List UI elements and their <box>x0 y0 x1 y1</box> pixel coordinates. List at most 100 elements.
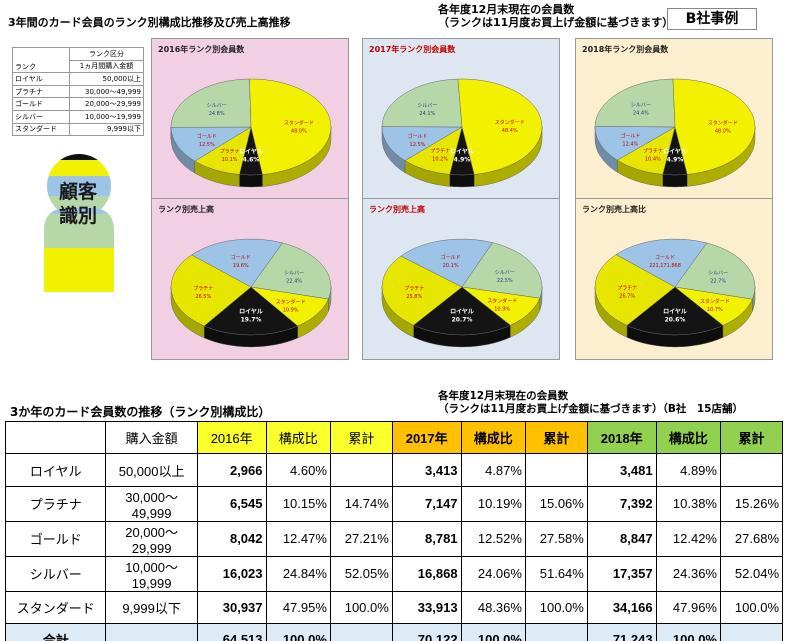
table-cell: 27.68% <box>719 520 784 557</box>
table-cell: 100.0% <box>460 623 526 641</box>
pie-value-label: 4.9% <box>454 156 471 163</box>
pie-slice-silver <box>594 78 676 128</box>
table-cell: 50,000以上 <box>105 453 198 487</box>
pie-category-label: シルバー <box>708 270 728 276</box>
pie-slice-platinum <box>170 254 252 327</box>
pie-slice-silver <box>250 242 332 300</box>
table-cell: 64,513 <box>196 623 267 641</box>
pie-category-label: ゴールド <box>231 254 251 261</box>
table-cell: 6,545 <box>196 485 267 522</box>
chart-title: 2018年ランク別会員数 <box>582 45 669 54</box>
pie-slice-royal <box>203 286 299 336</box>
customer-person-icon <box>44 154 114 292</box>
pie-slice-royal <box>626 286 724 336</box>
chart-title: 2017年ランク別会員数 <box>369 45 456 54</box>
pie-panel-2017-members: 2017年ランク別会員数 ロイヤル 4.9% プラチナ 10.2% ゴールド 12.5% シ… <box>362 38 560 200</box>
pie-value-label: 10.7% <box>707 307 723 313</box>
pie-category-label: シルバー <box>631 103 651 109</box>
section-title: 3か年のカード会員数の推移（ランク別構成比） <box>10 405 271 419</box>
chart-title: ランク別売上高 <box>158 205 214 214</box>
chart-title: ランク別売上高 <box>369 205 425 214</box>
table-header-cell: 累計 <box>329 420 393 455</box>
pie-category-label: シルバー <box>495 270 515 276</box>
pie-value-label: 10.2% <box>432 157 448 163</box>
pie-category-label: プラチナ <box>643 149 663 155</box>
rank-amount: 9,999以下 <box>69 122 144 137</box>
table-cell <box>329 623 393 641</box>
table-header-cell: 構成比 <box>460 420 526 455</box>
table-header-cell: 構成比 <box>655 420 721 455</box>
rank-header: ランク <box>12 46 70 74</box>
table-cell: 24.36% <box>655 555 721 592</box>
pie-value-label: 12.4% <box>622 142 638 148</box>
pie-value-label: 19.7% <box>241 316 262 323</box>
pie-category-label: スタンダード <box>284 120 314 127</box>
pie-slice-standard <box>672 78 756 175</box>
pie-slice-gold <box>170 126 252 162</box>
pie-slice-standard <box>457 78 543 175</box>
pie-value-label: 24.4% <box>633 111 649 117</box>
table-cell: 10.19% <box>460 485 526 522</box>
table-cell: 30,937 <box>196 590 267 625</box>
pie-value-label: 22.5% <box>497 278 513 284</box>
pie-value-label: 12.5% <box>199 142 215 148</box>
table-cell: 3,413 <box>391 453 462 487</box>
table-cell: 71,243 <box>586 623 657 641</box>
pie-value-label: 26.7% <box>619 294 635 300</box>
table-cell: 100.0% <box>719 590 784 625</box>
pie-category-label: ロイヤル <box>239 308 263 315</box>
pie-category-label: シルバー <box>417 103 437 109</box>
table-cell: 4.89% <box>655 453 721 487</box>
pie-slice-gold <box>191 238 283 288</box>
table-cell: 4.60% <box>265 453 331 487</box>
table-cell <box>524 623 588 641</box>
table-cell: 7,147 <box>391 485 462 522</box>
pie-value-label: 26.5% <box>195 294 211 300</box>
table-cell: 15.26% <box>719 485 784 522</box>
pie-slice-side-royal <box>662 174 688 188</box>
table-cell: スタンダード <box>4 590 107 625</box>
pie-category-label: ゴールド <box>620 133 640 140</box>
table-cell: 52.04% <box>719 555 784 592</box>
table-cell: 100.0% <box>329 590 393 625</box>
table-cell: 100.0% <box>655 623 721 641</box>
table-cell: 16,868 <box>391 555 462 592</box>
table-header-cell: 累計 <box>524 420 588 455</box>
table-total-row: 合計 64,513 100.0% 70,122 100.0% 71,243 100.0% <box>4 623 784 641</box>
pie-value-label: 24.8% <box>209 111 225 117</box>
pie-category-label: シルバー <box>284 270 304 276</box>
table-cell: 14.74% <box>329 485 393 522</box>
pie-value-label: 12.5% <box>410 142 426 148</box>
pie-panel-2016-sales: ランク別売上高 ロイヤル 19.7% プラチナ 26.5% ゴールド 19.6% シルバー 2… <box>151 198 349 360</box>
table-cell: ゴールド <box>4 520 107 557</box>
table-row: スタンダード 9,999以下 30,937 47.95% 100.0% 33,913 48.… <box>4 590 784 625</box>
pie-category-label: ゴールド <box>655 254 675 261</box>
pie-slice-gold <box>400 238 494 288</box>
pie-slice-silver <box>461 242 543 299</box>
pie-value-label: 221,171,868 <box>649 263 681 269</box>
table-cell <box>719 453 784 487</box>
table-header-cell: 累計 <box>719 420 784 455</box>
table-row: シルバー 10,000～19,999 16,023 24.84% 52.05% 16,86… <box>4 555 784 592</box>
table-cell: 100.0% <box>265 623 331 641</box>
pie-slice-silver <box>381 78 463 128</box>
page-title: 3年間のカード会員のランク別構成比推移及び売上高推移 <box>8 16 291 29</box>
pie-panel-2017-sales: ランク別売上高 ロイヤル 20.7% プラチナ 25.8% ゴールド 20.1% シルバー 2… <box>362 198 560 360</box>
pie-value-label: 22.4% <box>286 278 302 284</box>
pie-category-label: プラチナ <box>220 149 240 155</box>
table-header-cell: 2017年 <box>391 420 462 455</box>
table-cell: 27.21% <box>329 520 393 557</box>
table-row: プラチナ 30,000～49,999 6,545 10.15% 14.74% 7,147 1… <box>4 485 784 522</box>
chart-title: ランク別売上高比 <box>582 205 646 214</box>
table-cell: プラチナ <box>4 485 107 522</box>
table-cell <box>105 623 198 641</box>
pie-category-label: スタンダード <box>708 119 738 126</box>
table-cell: 27.58% <box>524 520 588 557</box>
customer-identification-label: 顧客識別 <box>58 181 97 227</box>
pie-category-label: ゴールド <box>197 133 217 140</box>
rank-name: ロイヤル <box>12 72 70 86</box>
pie-slice-standard <box>249 78 332 175</box>
table-header-cell: 購入金額 <box>105 420 198 455</box>
pie-value-label: 20.6% <box>665 316 686 323</box>
